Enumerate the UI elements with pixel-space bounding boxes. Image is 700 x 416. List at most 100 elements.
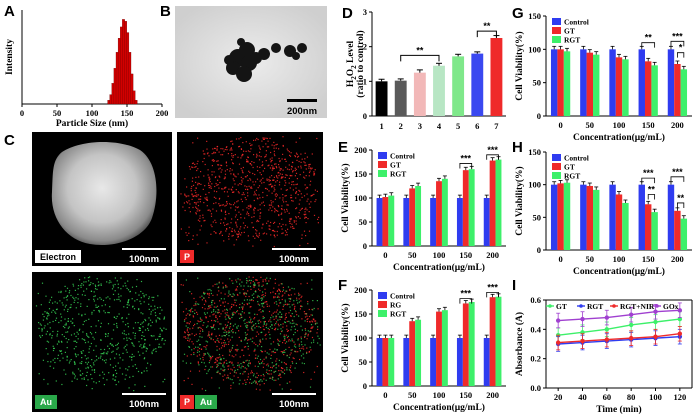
e-significance-bracket [486, 154, 499, 160]
eds-dot [274, 189, 276, 191]
eds-dot [277, 210, 279, 212]
eds-dot [249, 316, 251, 318]
eds-dot [282, 308, 284, 310]
eds-dot [246, 211, 248, 213]
eds-dot [231, 316, 233, 319]
eds-dot [225, 318, 227, 320]
f-bar [468, 302, 475, 386]
eds-dot [48, 301, 50, 303]
i-legend-marker [579, 304, 583, 308]
d-y-label: H2O2 Level [346, 40, 358, 87]
eds-dot [113, 316, 116, 318]
eds-dot [265, 143, 267, 145]
eds-dot [160, 346, 162, 348]
eds-dot [292, 357, 294, 359]
eds-dot [231, 362, 233, 364]
eds-dot [200, 183, 202, 185]
eds-dot [257, 320, 259, 322]
eds-dot [112, 345, 114, 347]
eds-dot [208, 368, 210, 371]
eds-dot [208, 179, 210, 181]
eds-dot [306, 193, 308, 195]
eds-dot [77, 298, 79, 300]
eds-dot [260, 297, 262, 299]
eds-dot [209, 305, 211, 307]
eds-dot [233, 294, 235, 296]
f-significance-bracket [486, 292, 499, 298]
eds-dot [284, 321, 287, 324]
eds-dot [307, 333, 309, 335]
eds-dot [265, 338, 267, 340]
e-x-tick-label: 0 [383, 250, 387, 260]
eds-dot [217, 160, 219, 162]
eds-dot [282, 136, 284, 138]
eds-dot [291, 200, 293, 202]
eds-dot [112, 329, 115, 331]
eds-dot [271, 314, 273, 316]
eds-dot [89, 284, 91, 286]
eds-dot [263, 306, 265, 308]
eds-dot [279, 181, 281, 183]
f-x-tick-label: 50 [408, 390, 417, 400]
eds-dot [220, 313, 222, 315]
eds-dot [277, 323, 279, 325]
eds-dot [314, 320, 316, 322]
eds-dot [69, 307, 71, 309]
eds-dot [261, 299, 263, 301]
eds-dot [132, 332, 134, 334]
eds-dot [294, 167, 296, 169]
eds-dot [276, 309, 278, 311]
eds-dot [74, 363, 76, 365]
eds-dot [256, 235, 258, 237]
eds-dot [300, 300, 302, 302]
e-bar [456, 198, 463, 246]
d-x-tick-label: 3 [418, 121, 422, 131]
eds-dot [250, 279, 252, 282]
eds-dot [263, 323, 265, 325]
eds-dot [290, 371, 292, 374]
eds-dot [309, 167, 312, 169]
eds-dot [307, 335, 309, 337]
eds-dot [229, 293, 231, 296]
eds-dot [308, 350, 310, 353]
eds-dot [210, 187, 212, 189]
eds-dot [304, 208, 306, 210]
eds-dot [192, 327, 194, 329]
eds-dot [189, 203, 191, 205]
eds-dot [54, 361, 56, 364]
eds-dot [131, 342, 134, 344]
eds-dot [222, 369, 224, 371]
eds-dot [198, 354, 201, 356]
h-y-tick-label: 100 [528, 180, 541, 190]
eds-dot [74, 375, 76, 377]
eds-dot [266, 222, 268, 224]
e-bar [388, 195, 395, 246]
eds-dot [184, 178, 186, 180]
eds-dot [125, 334, 127, 336]
f-bar [436, 311, 442, 386]
eds-dot [210, 224, 212, 226]
eds-dot [251, 327, 253, 329]
eds-dot [258, 234, 260, 236]
eds-dot [207, 289, 209, 291]
eds-dot [110, 281, 112, 283]
eds-dot [240, 217, 242, 219]
i-point [604, 337, 610, 342]
eds-dot [191, 293, 193, 295]
eds-dot [288, 182, 290, 184]
eds-dot [269, 179, 271, 182]
eds-dot [300, 355, 303, 357]
eds-dot [41, 334, 43, 337]
eds-dot [229, 203, 231, 205]
eds-dot [212, 294, 214, 296]
eds-dot [85, 319, 87, 322]
eds-dot [297, 338, 299, 340]
eds-dot [244, 339, 246, 341]
eds-dot [148, 317, 150, 319]
eds-dot [210, 292, 212, 295]
eds-dot [132, 306, 134, 308]
eds-p-map: P 100nm [177, 132, 323, 266]
eds-dot [272, 316, 274, 318]
a-y-label: Intensity [5, 39, 15, 75]
panel-letter-g: G [512, 5, 524, 22]
